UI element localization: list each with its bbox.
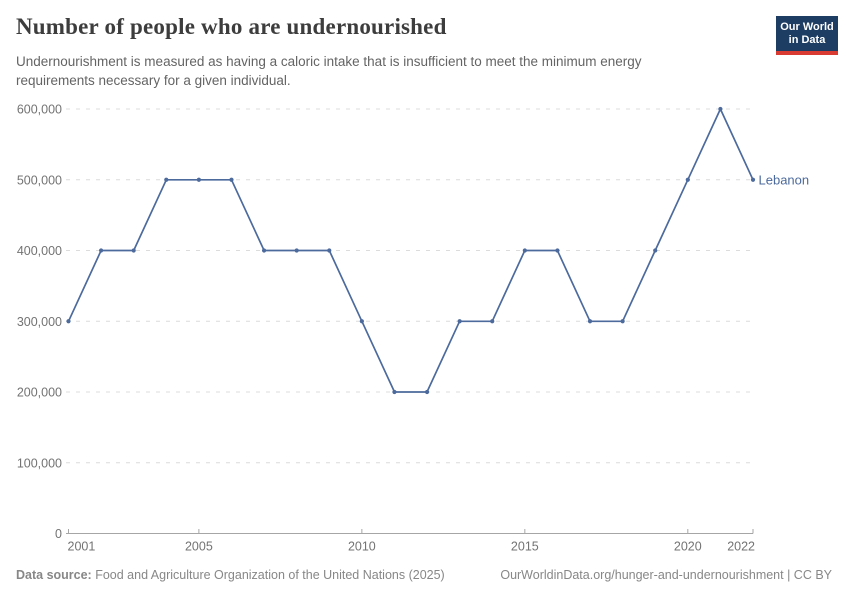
data-point: [750, 177, 756, 182]
data-point: [164, 177, 169, 182]
data-point: [620, 319, 625, 324]
chart-subtitle-line1: Undernourishment is measured as having a…: [16, 54, 642, 69]
owid-logo-line1: Our World: [780, 21, 834, 33]
x-tick-label: 2022: [727, 540, 755, 554]
y-tick-label: 300,000: [17, 315, 62, 329]
y-tick-label: 400,000: [17, 244, 62, 258]
data-point: [261, 248, 267, 253]
data-point: [131, 248, 136, 253]
data-source-note: Data source: Food and Agriculture Organi…: [16, 568, 445, 582]
x-tick-label: 2001: [68, 540, 96, 554]
data-point: [718, 106, 723, 112]
data-point: [229, 177, 234, 182]
chart-subtitle-line2: requirements necessary for a given indiv…: [16, 73, 291, 88]
y-tick-label: 500,000: [17, 173, 62, 187]
data-point: [555, 248, 560, 253]
x-tick-label: 2010: [348, 540, 376, 554]
data-point: [457, 319, 462, 324]
data-point: [587, 319, 593, 324]
data-point: [294, 248, 299, 253]
license-note: OurWorldinData.org/hunger-and-undernouri…: [500, 568, 832, 582]
y-tick-label: 0: [55, 527, 62, 541]
entity-label: Lebanon: [759, 172, 810, 187]
data-point: [327, 248, 332, 253]
data-line: [67, 108, 754, 393]
data-point: [98, 248, 104, 253]
x-tick-label: 2015: [511, 540, 539, 554]
data-point: [424, 389, 430, 395]
data-point: [522, 248, 527, 253]
x-tick-label: 2005: [185, 540, 213, 554]
data-point: [685, 177, 690, 182]
data-point: [653, 248, 658, 253]
page-title: Number of people who are undernourished: [16, 14, 447, 39]
y-tick-label: 100,000: [17, 456, 62, 470]
data-source-text: Food and Agriculture Organization of the…: [91, 568, 445, 582]
data-point: [392, 389, 397, 395]
data-point: [490, 319, 495, 324]
y-tick-label: 200,000: [17, 386, 62, 400]
chart-subtitle: Undernourishment is measured as having a…: [16, 52, 642, 90]
owid-logo-line2: in Data: [788, 34, 826, 46]
y-tick-label: 600,000: [17, 103, 62, 117]
chart-footer: Data source: Food and Agriculture Organi…: [16, 568, 832, 582]
data-source-label: Data source:: [16, 568, 92, 582]
owid-logo: Our World in Data: [776, 16, 838, 55]
x-tick-label: 2020: [674, 540, 702, 554]
data-point: [66, 319, 71, 324]
data-point: [196, 177, 201, 182]
data-point: [359, 319, 364, 324]
